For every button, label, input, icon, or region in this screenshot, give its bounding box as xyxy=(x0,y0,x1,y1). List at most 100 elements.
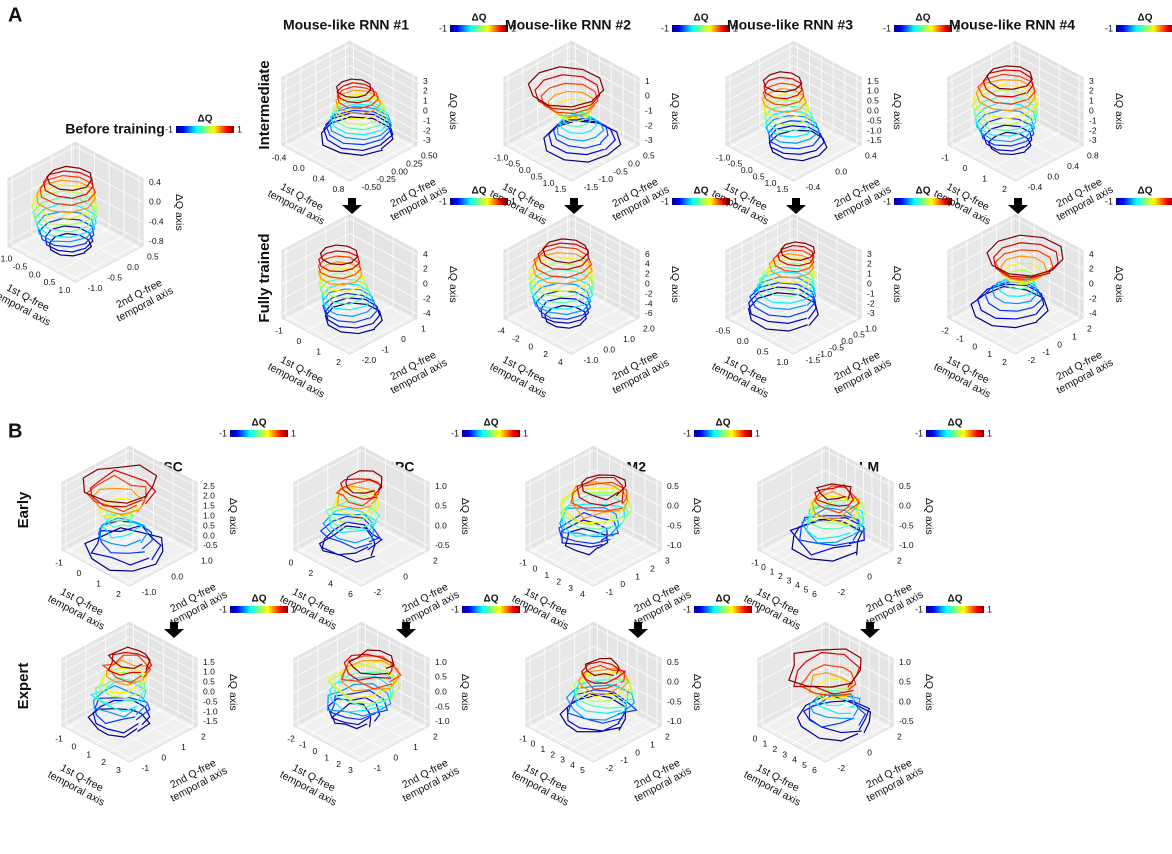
y-tick-label: 2 xyxy=(201,731,206,741)
y-tick-label: 1 xyxy=(1072,331,1077,341)
z-tick-label: 0.4 xyxy=(149,177,161,187)
y-tick-label: -0.4 xyxy=(1028,182,1043,192)
y-tick-label: 0.0 xyxy=(841,336,853,346)
y-axis-label: 2nd Q-freetemporal axis xyxy=(383,346,449,397)
colorbar-title: ΔQ xyxy=(198,114,213,125)
z-tick-label: 3 xyxy=(423,76,428,86)
x-tick-label: 0.0 xyxy=(29,269,41,279)
y-tick-label: 1.0 xyxy=(201,555,213,565)
z-tick-label: -4 xyxy=(1089,308,1097,318)
arrow xyxy=(342,198,362,214)
z-tick-label: 1.0 xyxy=(203,667,215,677)
z-tick-label: 2 xyxy=(867,259,872,269)
z-tick-label: -1.0 xyxy=(435,716,450,726)
y-tick-label: -1 xyxy=(620,755,628,765)
y-tick-label: 2 xyxy=(1087,323,1092,333)
x-tick-label: 4 xyxy=(580,589,585,599)
x-tick-label: 1 xyxy=(544,570,549,580)
y-tick-label: 0.4 xyxy=(865,150,877,160)
x-tick-label: 0 xyxy=(753,733,758,743)
x-tick-label: 4 xyxy=(570,760,575,770)
colorbar-max: 1 xyxy=(755,428,760,438)
z-tick-label: 0 xyxy=(867,279,872,289)
x-tick-label: 0 xyxy=(312,746,317,756)
y-axis-label: 2nd Q-freetemporal axis xyxy=(163,578,229,629)
arrow xyxy=(786,198,806,214)
x-tick-label: -1 xyxy=(956,333,964,343)
z-tick-label: -3 xyxy=(867,308,875,318)
x-tick-label: 5 xyxy=(804,585,809,595)
z-tick-label: -4 xyxy=(645,298,653,308)
y-tick-label: -1 xyxy=(142,763,150,773)
z-tick-label: 6 xyxy=(645,249,650,259)
z-axis-label: ΔQ axis xyxy=(227,674,239,711)
x-tick-label: -0.5 xyxy=(13,261,28,271)
x-tick-label: 3 xyxy=(348,765,353,775)
y-tick-label: 0.50 xyxy=(421,150,438,160)
y-tick-label: 0.0 xyxy=(603,345,615,355)
y-tick-label: -2 xyxy=(838,763,846,773)
colorbar-max: 1 xyxy=(987,604,992,614)
y-tick-label: 2 xyxy=(650,563,655,573)
x-tick-label: 0.0 xyxy=(741,165,753,175)
z-tick-label: 0.5 xyxy=(667,657,679,667)
x-tick-label: 2 xyxy=(101,757,106,767)
arrow xyxy=(564,198,584,214)
x-tick-label: 3 xyxy=(787,576,792,586)
colorbar xyxy=(462,430,520,437)
y-tick-label: 0.4 xyxy=(1067,161,1079,171)
y-tick-label: -1 xyxy=(1042,347,1050,357)
column-title: Mouse-like RNN #2 xyxy=(505,17,631,33)
z-axis-label: ΔQ axis xyxy=(227,498,239,535)
x-tick-label: 6 xyxy=(812,589,817,599)
x-tick-label: -2 xyxy=(287,733,295,743)
x-axis-label: 1st Q-freetemporal axis xyxy=(510,582,576,633)
z-tick-label: 0.0 xyxy=(435,687,447,697)
y-tick-label: -1 xyxy=(606,587,614,597)
x-tick-label: 1 xyxy=(316,347,321,357)
z-tick-label: -1 xyxy=(423,115,431,125)
x-tick-label: 1 xyxy=(770,566,775,576)
colorbar-min: -1 xyxy=(683,428,691,438)
colorbar-min: -1 xyxy=(451,428,459,438)
x-tick-label: 0 xyxy=(528,341,533,351)
z-tick-label: 1.0 xyxy=(203,511,215,521)
x-tick-label: 3 xyxy=(782,749,787,759)
z-tick-label: 0.0 xyxy=(203,530,215,540)
z-tick-label: -0.5 xyxy=(203,540,218,550)
z-tick-label: 2 xyxy=(423,86,428,96)
z-tick-label: -1.0 xyxy=(203,706,218,716)
z-tick-label: 0 xyxy=(1089,279,1094,289)
colorbar-min: -1 xyxy=(1105,23,1113,33)
y-tick-label: 0.0 xyxy=(171,571,183,581)
x-tick-label: 0 xyxy=(533,564,538,574)
x-tick-label: 3 xyxy=(116,765,121,775)
y-tick-label: -0.4 xyxy=(806,182,821,192)
x-tick-label: 1 xyxy=(987,349,992,359)
z-axis-label: ΔQ axis xyxy=(1113,93,1125,130)
z-axis-label: ΔQ axis xyxy=(459,498,471,535)
z-axis-label: ΔQ axis xyxy=(447,266,459,303)
x-tick-label: 6 xyxy=(348,589,353,599)
colorbar-title: ΔQ xyxy=(916,186,931,197)
z-tick-label: -2 xyxy=(423,125,431,135)
z-tick-label: 0.0 xyxy=(203,687,215,697)
plot-3d: -1012-0.40.00.40.8-3-2-101231st Q-freete… xyxy=(932,13,1172,228)
colorbar xyxy=(1116,25,1172,32)
x-tick-label: 6 xyxy=(812,765,817,775)
z-tick-label: -2 xyxy=(645,288,653,298)
y-axis-label: 2nd Q-freetemporal axis xyxy=(827,346,893,397)
colorbar-title: ΔQ xyxy=(484,594,499,605)
z-tick-label: 1.0 xyxy=(899,657,911,667)
z-tick-label: -1 xyxy=(1089,115,1097,125)
y-tick-label: 1 xyxy=(413,742,418,752)
y-axis-label: 2nd Q-freetemporal axis xyxy=(627,754,693,805)
z-tick-label: -0.4 xyxy=(149,216,164,226)
y-tick-label: 0 xyxy=(393,753,398,763)
z-tick-label: 0.0 xyxy=(899,696,911,706)
z-tick-label: 0.5 xyxy=(203,520,215,530)
x-tick-label: -1 xyxy=(55,733,63,743)
colorbar-title: ΔQ xyxy=(694,13,709,24)
z-tick-label: -2 xyxy=(645,120,653,130)
y-tick-label: -2 xyxy=(374,587,382,597)
